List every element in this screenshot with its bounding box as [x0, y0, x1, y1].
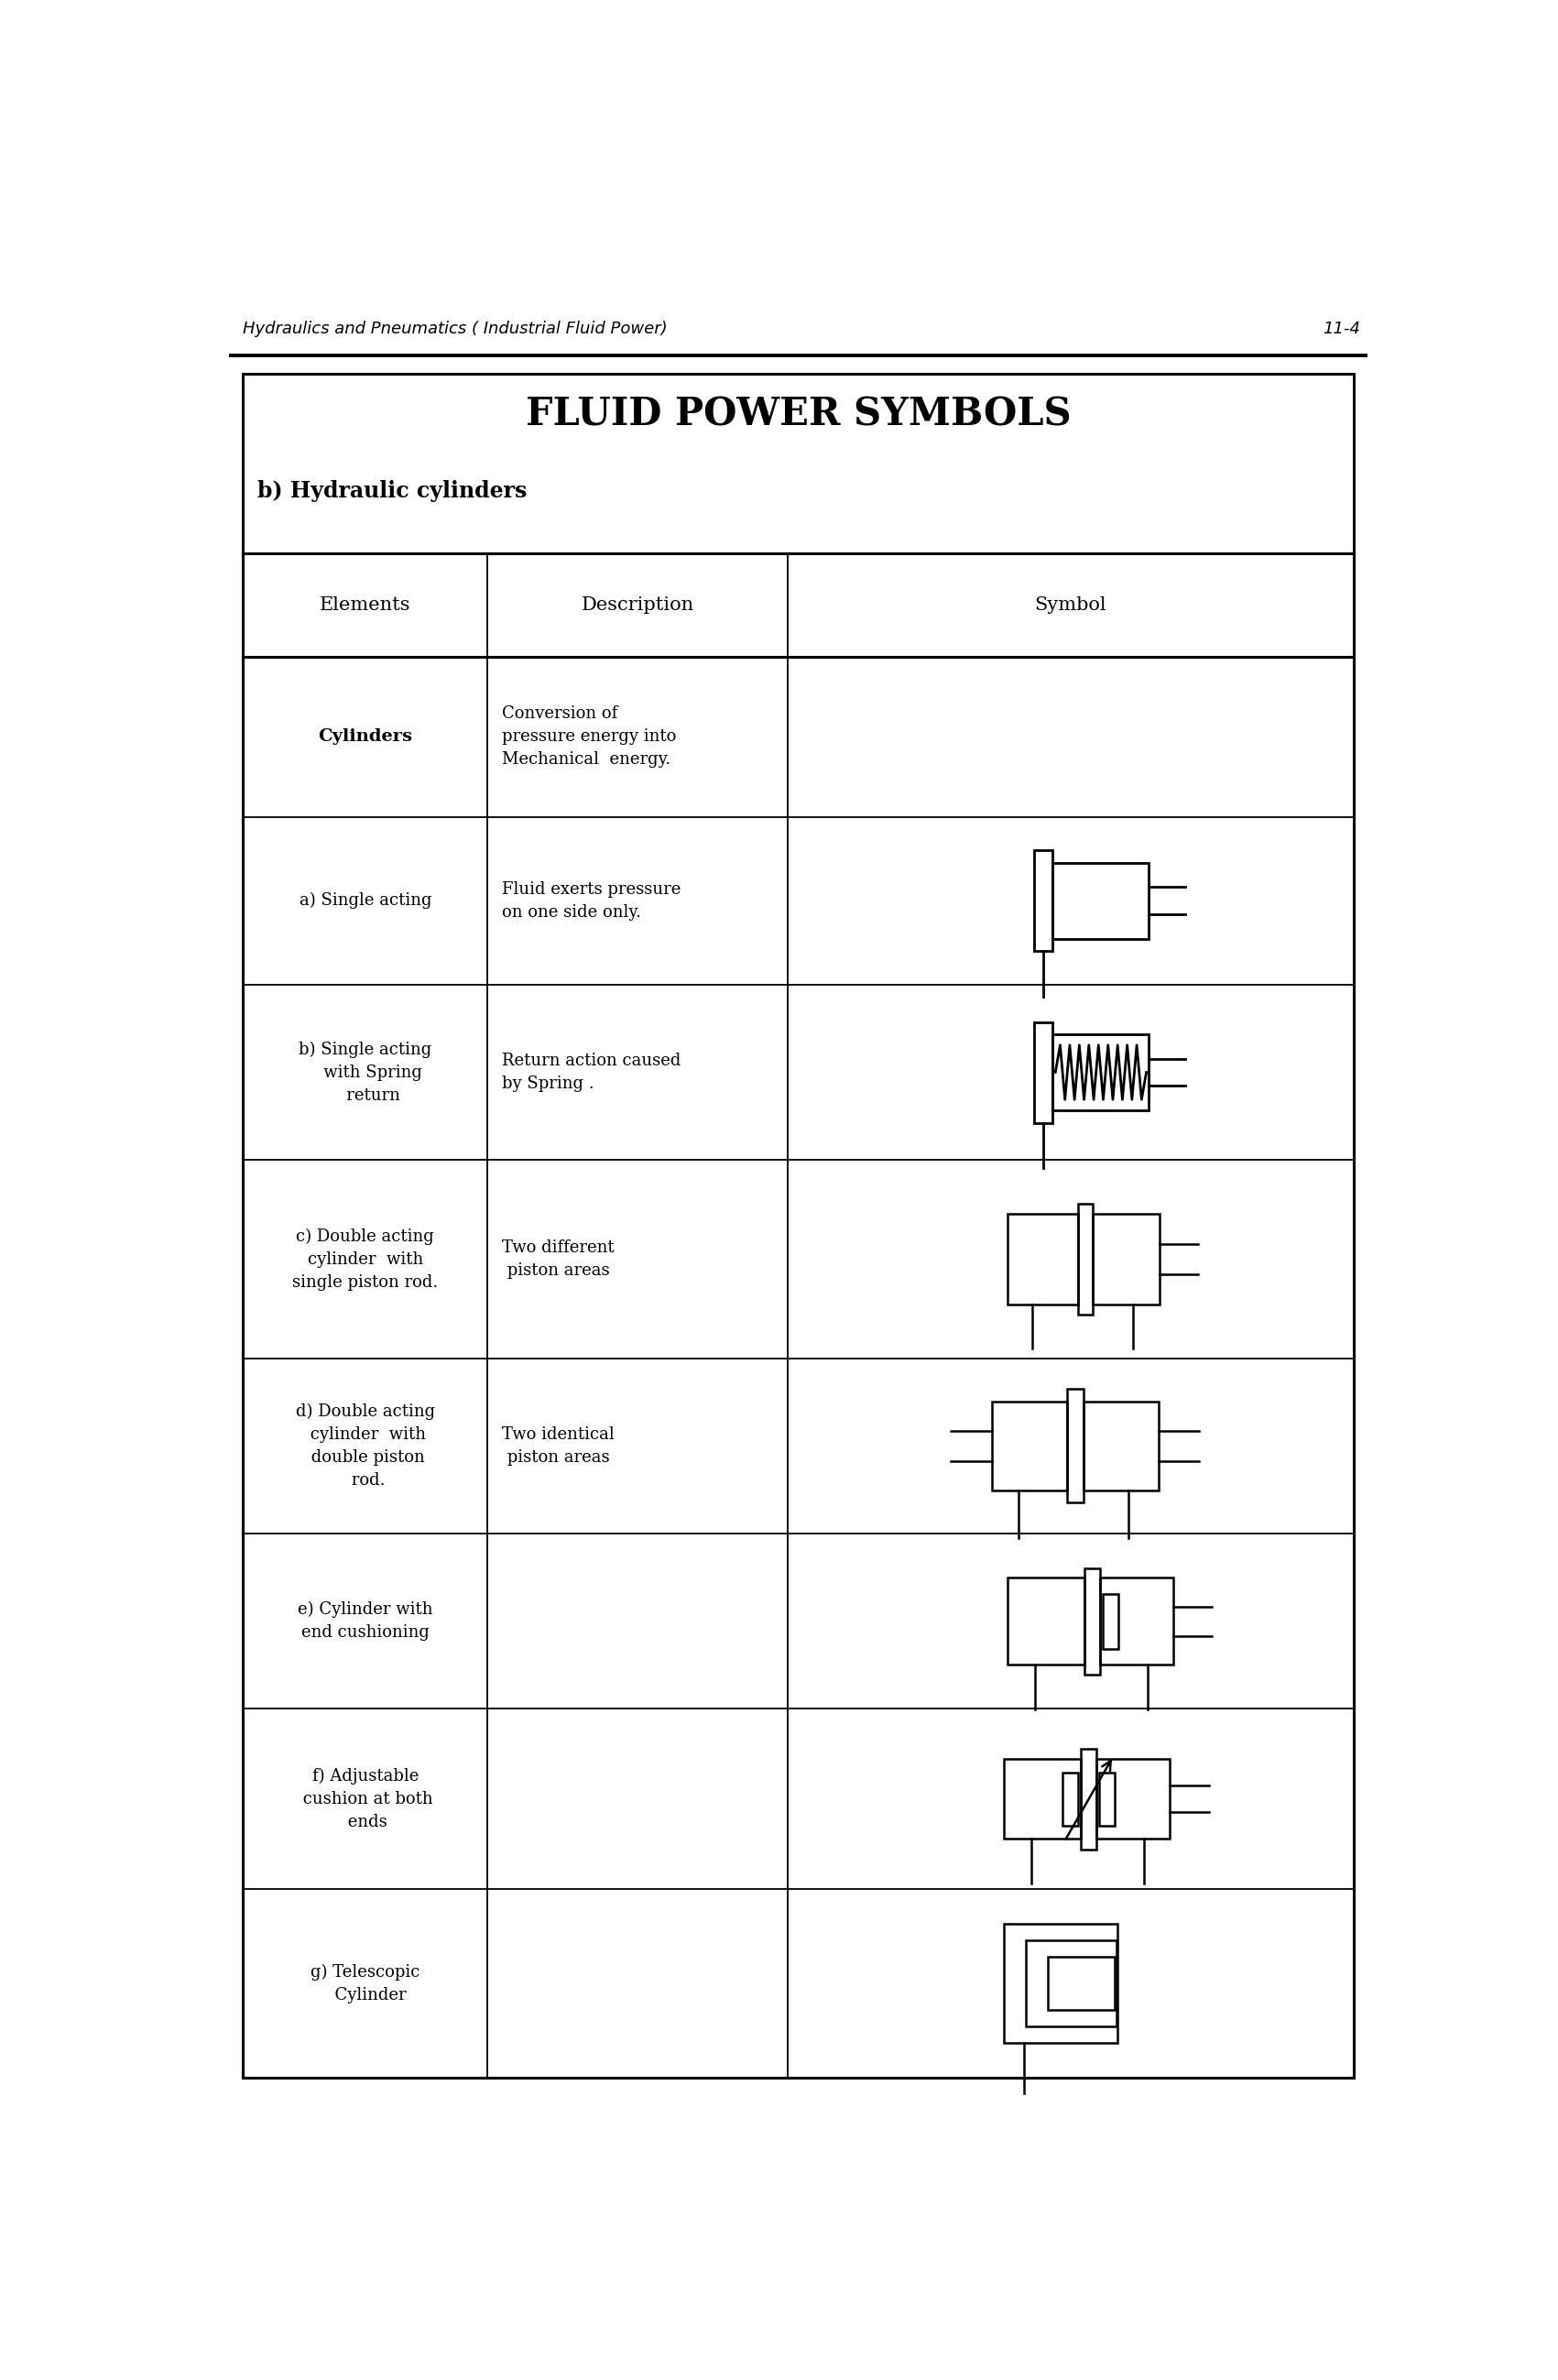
Bar	[1003, 1923, 1117, 2042]
Bar	[992, 1402, 1067, 1490]
Bar	[1100, 1773, 1116, 1825]
Bar	[1053, 1035, 1148, 1109]
Text: b) Hydraulic cylinders: b) Hydraulic cylinders	[257, 481, 527, 502]
Text: Description: Description	[581, 597, 693, 614]
Bar	[1097, 1759, 1170, 1840]
Bar	[1008, 1578, 1084, 1664]
Bar	[1094, 1214, 1159, 1304]
Text: b) Single acting
   with Spring
   return: b) Single acting with Spring return	[299, 1040, 432, 1104]
Text: f) Adjustable
 cushion at both
 ends: f) Adjustable cushion at both ends	[298, 1768, 433, 1830]
Bar	[1008, 1214, 1078, 1304]
Bar	[243, 552, 1354, 2078]
Text: 11-4: 11-4	[1323, 321, 1360, 338]
Text: a) Single acting: a) Single acting	[299, 892, 432, 909]
Text: Cylinders: Cylinders	[318, 728, 413, 745]
Text: g) Telescopic
  Cylinder: g) Telescopic Cylinder	[310, 1964, 421, 2004]
Text: c) Double acting
cylinder  with
single piston rod.: c) Double acting cylinder with single pi…	[293, 1228, 438, 1290]
Text: Fluid exerts pressure
on one side only.: Fluid exerts pressure on one side only.	[502, 881, 681, 921]
Text: d) Double acting
 cylinder  with
 double piston
 rod.: d) Double acting cylinder with double pi…	[296, 1404, 435, 1488]
Bar	[1035, 1021, 1053, 1123]
Text: Two identical
 piston areas: Two identical piston areas	[502, 1426, 614, 1466]
Bar	[1084, 1568, 1100, 1676]
Text: FLUID POWER SYMBOLS: FLUID POWER SYMBOLS	[525, 395, 1072, 433]
Text: Conversion of
pressure energy into
Mechanical  energy.: Conversion of pressure energy into Mecha…	[502, 707, 676, 769]
Text: Symbol: Symbol	[1035, 597, 1106, 614]
Bar	[1049, 1956, 1114, 2009]
Bar	[1100, 1578, 1173, 1664]
Bar	[1083, 1402, 1158, 1490]
Bar	[1003, 1759, 1081, 1840]
Text: Two different
 piston areas: Two different piston areas	[502, 1240, 614, 1278]
Text: Elements: Elements	[319, 597, 411, 614]
Text: Hydraulics and Pneumatics ( Industrial Fluid Power): Hydraulics and Pneumatics ( Industrial F…	[243, 321, 668, 338]
Text: Return action caused
by Spring .: Return action caused by Spring .	[502, 1052, 681, 1092]
Bar	[1103, 1595, 1119, 1649]
Bar	[1067, 1390, 1083, 1502]
Bar	[1053, 864, 1148, 938]
Bar	[1025, 1940, 1116, 2025]
Bar	[1078, 1204, 1094, 1314]
Bar	[1035, 850, 1053, 952]
Text: e) Cylinder with
end cushioning: e) Cylinder with end cushioning	[298, 1602, 433, 1642]
Bar	[1081, 1749, 1097, 1849]
Bar	[1063, 1773, 1078, 1825]
